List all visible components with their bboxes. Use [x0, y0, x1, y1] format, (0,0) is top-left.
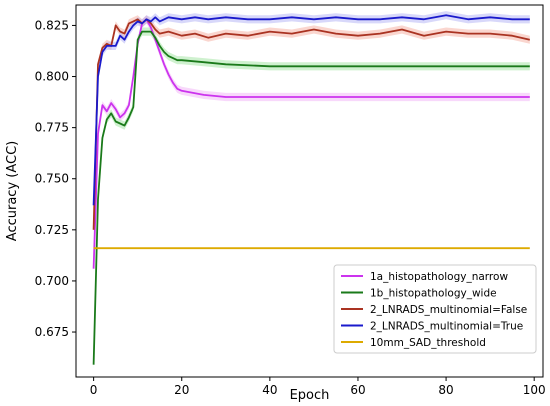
legend-label-1: 1b_histopathology_wide — [370, 288, 497, 300]
line-series-0 — [92, 18, 530, 269]
y-tick-label-3: 0.750 — [35, 172, 69, 186]
y-tick-label-5: 0.800 — [35, 70, 69, 84]
axes: 0 20 40 60 80 100 0.675 0.700 0.725 0.750 0.775 0.8… — [5, 4, 546, 403]
y-axis-label: Accuracy (ACC) — [5, 141, 20, 241]
plot-frame — [75, 4, 544, 378]
legend-box — [333, 264, 537, 354]
legend-label-3: 2_LNRADS_multinomial=True — [370, 321, 523, 333]
x-tick-label-60: 60 — [350, 383, 365, 397]
y-tick-label-2: 0.725 — [35, 223, 69, 237]
series-lines — [92, 14, 530, 365]
line-series-3 — [92, 14, 530, 206]
legend-label-0: 1a_histopathology_narrow — [370, 271, 508, 283]
y-tick-label-4: 0.775 — [35, 121, 69, 135]
x-tick-label-0: 0 — [90, 383, 98, 397]
legend: 1a_histopathology_narrow 1b_histopatholog… — [333, 264, 537, 354]
legend-label-4: 10mm_SAD_threshold — [370, 337, 486, 349]
band-series-0 — [93, 15, 530, 273]
band-series-2 — [93, 15, 530, 234]
y-tick-label-1: 0.700 — [35, 274, 69, 288]
confidence-bands — [93, 11, 530, 369]
legend-label-2: 2_LNRADS_multinomial=False — [370, 304, 527, 316]
line-series-1 — [92, 30, 530, 365]
line-series-2 — [92, 18, 530, 230]
x-tick-label-40: 40 — [262, 383, 277, 397]
x-axis-label: Epoch — [290, 388, 330, 403]
y-tick-label-0: 0.675 — [35, 325, 69, 339]
x-tick-label-20: 20 — [174, 383, 189, 397]
y-tick-label-6: 0.825 — [35, 18, 69, 32]
x-tick-label-100: 100 — [523, 383, 546, 397]
x-tick-label-80: 80 — [438, 383, 453, 397]
